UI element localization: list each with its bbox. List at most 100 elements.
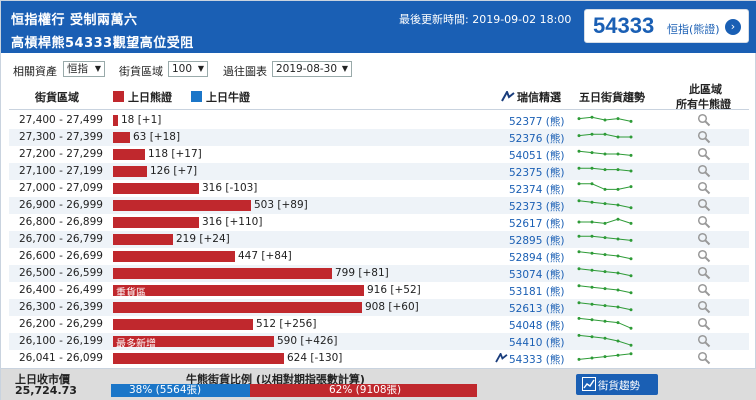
sparkline-point: [590, 166, 594, 170]
warrant-code-link[interactable]: 53181 (熊): [509, 286, 565, 298]
bear-bar[interactable]: [113, 166, 147, 177]
bear-bar[interactable]: [113, 115, 118, 126]
sparkline-point: [616, 203, 620, 207]
headline-1: 恒指權行 受制兩萬六: [11, 13, 138, 28]
sparkline-point: [590, 302, 594, 306]
col-header-all-l2: 所有牛熊證: [676, 98, 731, 111]
warrant-code-link[interactable]: 52617 (熊): [509, 218, 565, 230]
sparkline-point: [629, 119, 633, 123]
search-icon[interactable]: [697, 249, 711, 263]
warrant-code-link[interactable]: 52613 (熊): [509, 303, 565, 315]
trend-sparkline: [577, 132, 633, 139]
warrant-code-link[interactable]: 54333 (熊): [509, 354, 565, 366]
search-icon[interactable]: [697, 130, 711, 144]
sparkline-point: [577, 166, 581, 170]
search-icon[interactable]: [697, 181, 711, 195]
asset-label: 相關資產: [13, 65, 57, 78]
chevron-right-icon[interactable]: ›: [725, 19, 741, 35]
bear-bar[interactable]: [113, 217, 199, 228]
sparkline-point: [590, 285, 594, 289]
warrant-code-link[interactable]: 54051 (熊): [509, 150, 565, 162]
sparkline-point: [603, 202, 607, 206]
warrant-code-link[interactable]: 52894 (熊): [509, 252, 565, 264]
search-icon[interactable]: [697, 283, 711, 297]
bear-bar[interactable]: [113, 132, 130, 143]
bear-bar[interactable]: [113, 251, 235, 262]
sparkline-point: [629, 274, 633, 278]
warrant-code-link[interactable]: 52374 (熊): [509, 184, 565, 196]
warrant-code-link[interactable]: 53074 (熊): [509, 269, 565, 281]
search-icon[interactable]: [697, 300, 711, 314]
bear-bar[interactable]: 重貨區: [113, 285, 364, 299]
bear-bar[interactable]: [113, 319, 253, 330]
sparkline-point: [577, 284, 581, 288]
sparkline-point: [577, 250, 581, 254]
search-icon[interactable]: [697, 147, 711, 161]
bar-value: 916 [+52]: [367, 284, 421, 296]
trend-sparkline: [577, 284, 633, 295]
search-icon[interactable]: [697, 164, 711, 178]
warrant-code-link[interactable]: 54410 (熊): [509, 337, 565, 349]
dropdown-arrow-icon: ▼: [94, 64, 101, 73]
col-header-range: 街貨區域: [35, 91, 79, 104]
sparkline-point: [590, 251, 594, 255]
asset-select-value: 恒指: [67, 63, 88, 75]
dropdown-arrow-icon: ▼: [341, 64, 348, 73]
date-select[interactable]: 2019-08-30 ▼: [272, 61, 352, 77]
sparkline-point: [603, 132, 607, 136]
bear-bar[interactable]: [113, 268, 332, 279]
warrant-code-link[interactable]: 54048 (熊): [509, 320, 565, 332]
warrant-code-link[interactable]: 52375 (熊): [509, 167, 565, 179]
bear-bar[interactable]: [113, 200, 251, 211]
sparkline-point: [590, 335, 594, 339]
bear-bar[interactable]: [113, 353, 284, 364]
sparkline-point: [603, 221, 607, 225]
asset-select[interactable]: 恒指 ▼: [63, 61, 105, 77]
trend-sparkline: [577, 267, 633, 278]
search-icon[interactable]: [697, 317, 711, 331]
bar-value: 18 [+1]: [121, 114, 162, 126]
featured-warrant-badge[interactable]: 54333 恒指(熊證) ›: [584, 9, 749, 43]
row-range: 26,041 - 26,099: [19, 352, 103, 364]
sparkline-point: [590, 151, 594, 155]
trend-sparkline: [577, 166, 633, 173]
search-icon[interactable]: [697, 113, 711, 127]
search-icon[interactable]: [697, 232, 711, 246]
bear-bar[interactable]: 最多新增: [113, 336, 274, 350]
trend-sparkline: [577, 301, 633, 312]
search-icon[interactable]: [697, 334, 711, 348]
bear-bar[interactable]: [113, 302, 362, 313]
bar-value: 316 [+110]: [202, 216, 263, 228]
sparkline-point: [629, 352, 633, 356]
sparkline-point: [629, 238, 633, 242]
bear-bar[interactable]: [113, 183, 199, 194]
row-range: 26,900 - 26,999: [19, 199, 103, 211]
search-icon[interactable]: [697, 266, 711, 280]
warrant-code-link[interactable]: 52895 (熊): [509, 235, 565, 247]
row-range: 26,100 - 26,199: [19, 335, 103, 347]
bar-value: 316 [-103]: [202, 182, 258, 194]
search-icon[interactable]: [697, 215, 711, 229]
broker-logo-icon: [501, 91, 515, 102]
warrant-code-link[interactable]: 52377 (熊): [509, 116, 565, 128]
sparkline-point: [629, 153, 633, 157]
table-row: 26,700 - 26,799 219 [+24] 52895 (熊): [9, 231, 749, 248]
trend-sparkline: [577, 199, 633, 210]
bear-legend-label: 上日熊證: [128, 91, 172, 104]
sparkline-point: [603, 270, 607, 274]
table-row: 27,100 - 27,199 126 [+7] 52375 (熊): [9, 163, 749, 180]
col-header-all-l1: 此區域: [689, 83, 722, 96]
table-row: 26,041 - 26,099 624 [-130] 54333 (熊): [9, 350, 749, 367]
trend-button-label: 街貨趨勢: [598, 380, 640, 392]
sparkline-point: [577, 334, 581, 337]
warrant-code-link[interactable]: 52376 (熊): [509, 133, 565, 145]
chart-icon: [582, 377, 596, 391]
sparkline-point: [629, 221, 633, 225]
search-icon[interactable]: [697, 198, 711, 212]
search-icon[interactable]: [697, 351, 711, 365]
trend-button[interactable]: 街貨趨勢: [576, 374, 658, 395]
range-select[interactable]: 100 ▼: [168, 61, 208, 77]
bear-bar[interactable]: [113, 149, 145, 160]
bear-bar[interactable]: [113, 234, 173, 245]
warrant-code-link[interactable]: 52373 (熊): [509, 201, 565, 213]
